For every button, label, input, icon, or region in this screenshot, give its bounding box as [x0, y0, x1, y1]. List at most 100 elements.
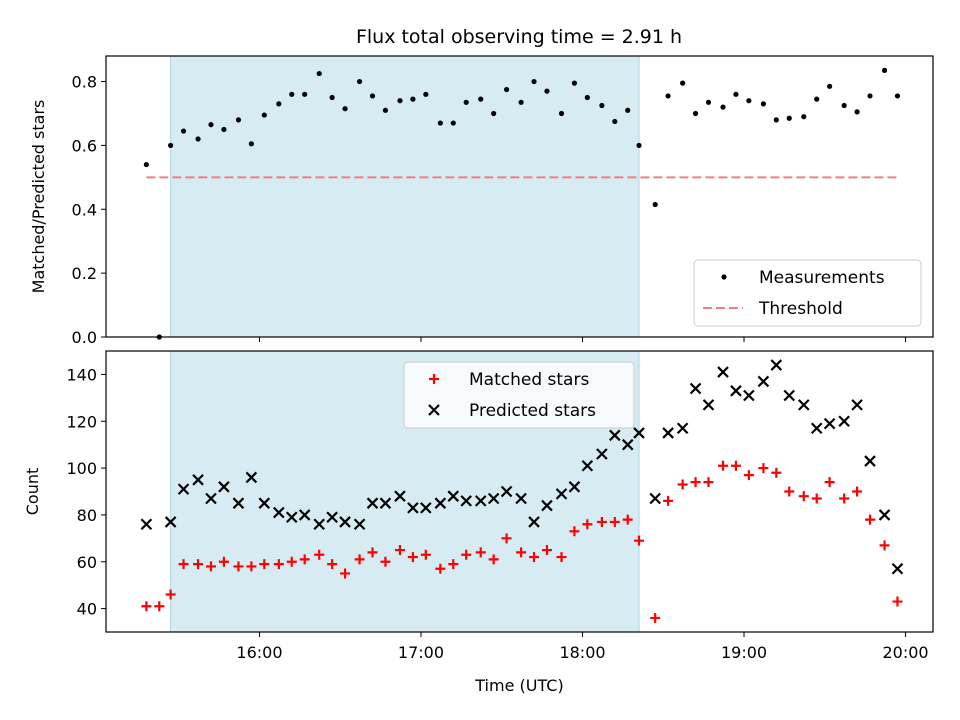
data-point: [773, 117, 779, 123]
data-point: [558, 110, 565, 117]
y-tick-label: 0.8: [72, 73, 97, 92]
data-point: [733, 91, 739, 97]
matched-point: [501, 533, 512, 544]
legend-marker: [428, 404, 440, 416]
series-measurements: [143, 67, 901, 340]
matched-point: [154, 601, 165, 612]
data-point: [195, 136, 201, 142]
matched-point: [811, 493, 822, 504]
y-tick-label: 0.0: [72, 328, 97, 347]
predicted-point: [838, 415, 850, 428]
matched-point: [677, 479, 688, 490]
matched-point: [259, 559, 270, 570]
data-point: [584, 94, 590, 101]
matched-point: [193, 559, 204, 570]
matched-point: [569, 526, 580, 537]
predicted-point: [609, 429, 621, 442]
legend-label: Matched stars: [469, 370, 589, 390]
y-tick-label: 0.4: [72, 200, 97, 219]
data-point: [746, 98, 752, 104]
data-point: [208, 122, 214, 128]
legend-label: Predicted stars: [469, 401, 596, 421]
predicted-point: [232, 497, 245, 509]
predicted-point: [878, 509, 891, 521]
data-point: [612, 118, 618, 125]
data-point: [261, 112, 267, 118]
predicted-point: [500, 485, 513, 498]
matched-point: [839, 493, 850, 504]
matched-point: [718, 460, 729, 471]
matched-point: [273, 559, 284, 570]
matched-point: [178, 559, 189, 570]
matched-point: [354, 554, 365, 565]
data-point: [503, 86, 510, 93]
matched-point: [205, 561, 216, 572]
matched-point: [475, 547, 486, 558]
x-tick-label: 16:00: [236, 643, 282, 662]
matched-point: [367, 547, 378, 558]
predicted-point: [662, 427, 674, 439]
predicted-point: [770, 359, 783, 371]
legend-marker: [429, 374, 439, 384]
matched-point: [448, 559, 459, 570]
predicted-point: [407, 502, 419, 514]
matched-point: [690, 477, 701, 488]
predicted-point: [205, 492, 217, 505]
predicted-point: [164, 516, 177, 528]
x-tick-label: 17:00: [398, 643, 444, 662]
predicted-point: [717, 366, 729, 378]
predicted-point: [851, 399, 863, 411]
y-axis-label: Count: [23, 468, 42, 516]
data-point: [397, 98, 403, 104]
data-point: [841, 102, 847, 109]
y-tick-label: 80: [77, 506, 97, 525]
predicted-point: [326, 511, 338, 524]
x-tick-label: 19:00: [721, 643, 767, 662]
predicted-point: [420, 502, 432, 514]
data-point: [531, 78, 537, 85]
predicted-point: [379, 497, 392, 509]
matched-point: [340, 568, 351, 579]
matched-point: [541, 545, 552, 556]
data-point: [437, 120, 443, 126]
predicted-point: [676, 422, 689, 435]
data-point: [478, 96, 484, 102]
data-point: [491, 110, 497, 117]
data-point: [289, 91, 295, 97]
predicted-point: [487, 492, 500, 505]
count-panel: 40 60 80 100 120 140 16:00 17:00 18:00 19:00 20:00…: [23, 350, 934, 695]
data-point: [705, 99, 712, 105]
y-tick-label: 40: [77, 600, 97, 619]
predicted-point: [798, 399, 810, 411]
predicted-point: [192, 474, 204, 486]
predicted-point: [621, 438, 634, 451]
ratio-panel: 0.0 0.2 0.4 0.6 0.8 Matched/Predicted stars Me…: [29, 55, 934, 347]
matched-point: [865, 514, 876, 525]
data-point: [180, 128, 187, 134]
predicted-point: [140, 518, 153, 531]
matched-point: [556, 552, 567, 563]
predicted-point: [177, 483, 190, 495]
axes-frame: [105, 350, 934, 633]
matched-point: [596, 516, 607, 527]
matched-point: [420, 549, 431, 560]
legend-label: Measurements: [759, 268, 885, 288]
matched-point: [380, 556, 391, 567]
matched-point: [488, 554, 499, 565]
data-point: [463, 99, 469, 105]
matched-point: [165, 589, 176, 600]
data-point: [854, 109, 860, 115]
y-tick-label: 60: [77, 553, 97, 572]
data-point: [571, 80, 578, 86]
matched-point: [824, 477, 835, 488]
matched-point: [663, 495, 674, 506]
data-point: [720, 104, 726, 110]
predicted-point: [434, 497, 447, 509]
x-axis-label: Time (UTC): [474, 676, 563, 695]
predicted-point: [366, 497, 379, 509]
data-point: [235, 117, 242, 123]
matched-point: [892, 596, 903, 607]
data-point: [356, 78, 363, 85]
shaded-span: [170, 56, 640, 337]
